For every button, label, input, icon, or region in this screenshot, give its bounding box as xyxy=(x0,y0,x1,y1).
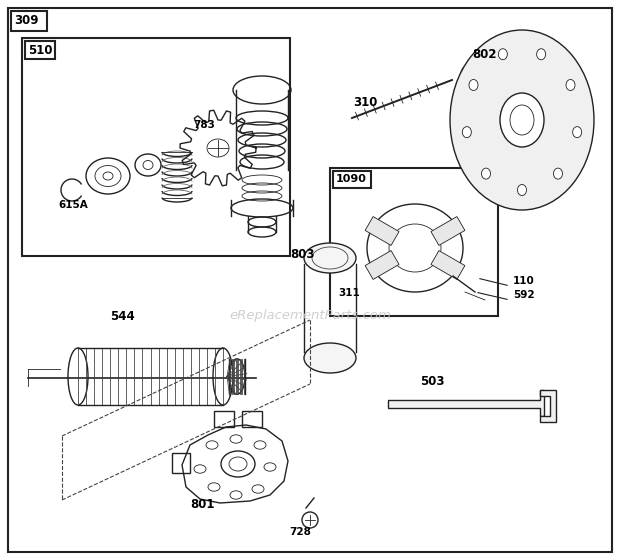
Bar xyxy=(365,217,399,245)
Text: 310: 310 xyxy=(353,96,378,109)
Ellipse shape xyxy=(304,343,356,373)
Ellipse shape xyxy=(469,80,478,91)
Text: 311: 311 xyxy=(338,288,360,298)
Bar xyxy=(431,250,465,279)
Ellipse shape xyxy=(510,105,534,135)
Text: 510: 510 xyxy=(28,44,53,57)
Polygon shape xyxy=(388,390,544,416)
Ellipse shape xyxy=(566,80,575,91)
Ellipse shape xyxy=(573,127,582,138)
Text: eReplacementParts.com: eReplacementParts.com xyxy=(229,309,391,321)
Text: 544: 544 xyxy=(110,310,135,323)
Bar xyxy=(172,453,190,473)
Ellipse shape xyxy=(482,168,490,179)
Ellipse shape xyxy=(518,184,526,195)
Bar xyxy=(365,250,399,279)
Text: 803: 803 xyxy=(290,248,314,261)
Ellipse shape xyxy=(450,30,594,210)
FancyBboxPatch shape xyxy=(25,41,55,59)
Text: 110: 110 xyxy=(513,276,534,286)
Ellipse shape xyxy=(498,49,507,60)
Text: 801: 801 xyxy=(190,498,215,511)
FancyBboxPatch shape xyxy=(11,11,47,31)
Ellipse shape xyxy=(500,93,544,147)
Polygon shape xyxy=(540,390,556,422)
Text: 783: 783 xyxy=(193,120,215,130)
Bar xyxy=(22,38,290,256)
Bar xyxy=(431,217,465,245)
FancyBboxPatch shape xyxy=(333,171,371,188)
Bar xyxy=(330,168,498,316)
Text: 802: 802 xyxy=(472,48,497,61)
Ellipse shape xyxy=(463,127,471,138)
Text: 1090: 1090 xyxy=(336,174,367,184)
Ellipse shape xyxy=(554,168,562,179)
Bar xyxy=(214,411,234,427)
Text: 309: 309 xyxy=(14,14,38,27)
Text: 503: 503 xyxy=(420,375,445,388)
Circle shape xyxy=(461,65,479,83)
Ellipse shape xyxy=(537,49,546,60)
Text: 728: 728 xyxy=(289,527,311,537)
Text: 615A: 615A xyxy=(58,200,88,210)
Ellipse shape xyxy=(304,243,356,273)
Bar xyxy=(242,411,262,427)
Text: 592: 592 xyxy=(513,290,534,300)
